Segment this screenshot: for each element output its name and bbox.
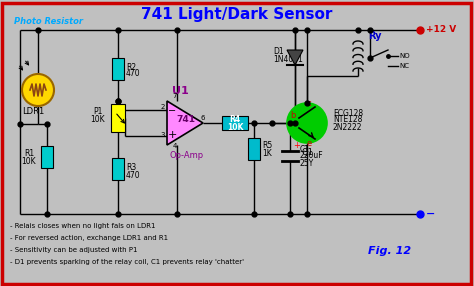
- Text: 10K: 10K: [22, 156, 36, 166]
- Text: Ry: Ry: [368, 31, 382, 41]
- Text: C1: C1: [300, 144, 310, 154]
- Text: 10K: 10K: [227, 122, 243, 132]
- Text: Op-Amp: Op-Amp: [170, 150, 204, 160]
- Text: NTE128: NTE128: [333, 116, 363, 124]
- Text: - Relais closes when no light fals on LDR1: - Relais closes when no light fals on LD…: [10, 223, 155, 229]
- FancyBboxPatch shape: [41, 146, 53, 168]
- Text: 4: 4: [173, 143, 177, 149]
- Text: - D1 prevents sparking of the relay coil, C1 prevents relay 'chatter': - D1 prevents sparking of the relay coil…: [10, 259, 244, 265]
- Text: +: +: [167, 130, 177, 140]
- Text: R1: R1: [24, 150, 34, 158]
- Polygon shape: [167, 101, 203, 145]
- Text: 1K: 1K: [262, 148, 272, 158]
- Text: R2: R2: [126, 63, 136, 72]
- Text: −: −: [426, 209, 436, 219]
- Text: 2: 2: [161, 104, 165, 110]
- FancyBboxPatch shape: [112, 58, 124, 80]
- Polygon shape: [287, 50, 303, 65]
- Text: R4: R4: [229, 116, 241, 124]
- Text: R3: R3: [126, 164, 136, 172]
- Text: 2N2222: 2N2222: [333, 122, 363, 132]
- Text: ECG128: ECG128: [333, 108, 363, 118]
- Text: +: +: [293, 142, 300, 150]
- Text: 1N4001: 1N4001: [273, 55, 303, 65]
- Text: Q1: Q1: [301, 148, 313, 158]
- Text: 470: 470: [126, 170, 141, 180]
- Text: LDR1: LDR1: [22, 108, 44, 116]
- Text: U1: U1: [172, 86, 188, 96]
- Text: 6: 6: [201, 115, 206, 121]
- Text: 220uF: 220uF: [300, 152, 324, 160]
- Text: 7: 7: [173, 93, 177, 99]
- FancyBboxPatch shape: [111, 104, 125, 132]
- Text: NO: NO: [399, 53, 410, 59]
- Text: 25Y: 25Y: [300, 158, 314, 168]
- Text: 741: 741: [176, 116, 195, 124]
- Text: e: e: [306, 138, 311, 148]
- Text: NC: NC: [399, 63, 409, 69]
- Circle shape: [22, 74, 54, 106]
- Text: Photo Resistor: Photo Resistor: [14, 17, 83, 27]
- Text: - For reversed action, exchange LDR1 and R1: - For reversed action, exchange LDR1 and…: [10, 235, 168, 241]
- Text: 741 Light/Dark Sensor: 741 Light/Dark Sensor: [141, 7, 333, 21]
- Circle shape: [287, 103, 327, 143]
- Text: D1: D1: [273, 47, 283, 57]
- FancyBboxPatch shape: [248, 138, 260, 160]
- Text: b: b: [290, 110, 296, 120]
- Text: Fig. 12: Fig. 12: [368, 246, 411, 256]
- Text: 10K: 10K: [91, 114, 105, 124]
- Text: P1: P1: [93, 108, 103, 116]
- Text: −: −: [168, 106, 176, 116]
- FancyBboxPatch shape: [222, 116, 248, 130]
- Text: 3: 3: [161, 132, 165, 138]
- Text: - Sensitivity can be adjusted with P1: - Sensitivity can be adjusted with P1: [10, 247, 137, 253]
- Text: 470: 470: [126, 69, 141, 78]
- Text: c: c: [307, 98, 311, 108]
- FancyBboxPatch shape: [112, 158, 124, 180]
- Text: +12 V: +12 V: [426, 25, 456, 35]
- Text: R5: R5: [262, 142, 272, 150]
